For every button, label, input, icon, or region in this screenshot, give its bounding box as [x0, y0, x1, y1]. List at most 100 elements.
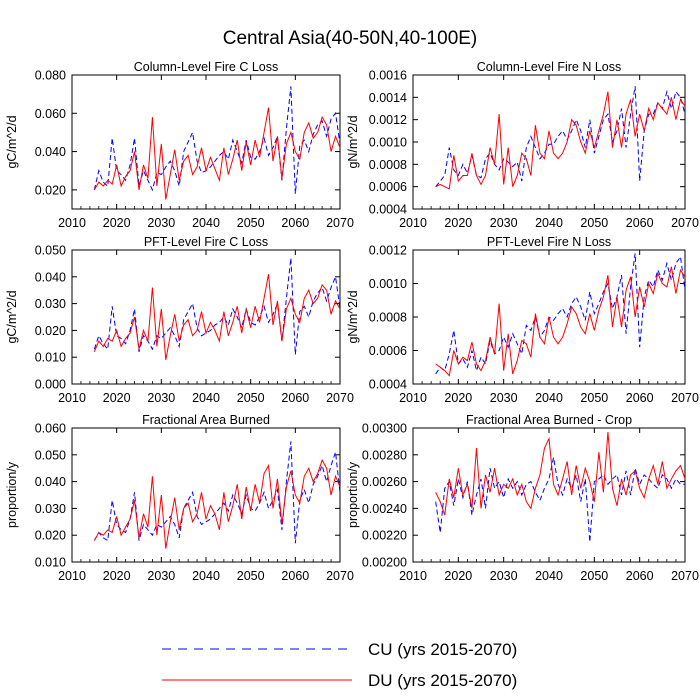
y-tick-label: 0.00240	[362, 502, 407, 516]
x-tick-label: 2040	[192, 216, 220, 230]
x-tick-label: 2040	[535, 569, 563, 583]
y-tick-label: 0.0016	[369, 69, 407, 83]
y-tick-label: 0.040	[35, 475, 66, 489]
x-tick-label: 2030	[147, 391, 175, 405]
panel-title: Fractional Area Burned - Crop	[466, 413, 632, 427]
y-axis-label: gC/m^2/d	[5, 290, 19, 343]
legend-cu-label: CU (yrs 2015-2070)	[368, 640, 517, 659]
x-tick-label: 2030	[490, 216, 518, 230]
x-tick-label: 2020	[444, 569, 472, 583]
panels-group: Column-Level Fire C Loss gC/m^2/d 2010 2020…	[5, 60, 699, 583]
x-tick-label: 2040	[192, 391, 220, 405]
x-tick-label: 2010	[399, 569, 427, 583]
x-tick-label: 2030	[147, 569, 175, 583]
y-axis-label: gC/m^2/d	[5, 115, 19, 168]
panel-title: Fractional Area Burned	[142, 413, 270, 427]
x-tick-label: 2030	[490, 391, 518, 405]
y-tick-label: 0.040	[35, 270, 66, 284]
x-tick-label: 2040	[535, 391, 563, 405]
x-tick-label: 2070	[326, 569, 354, 583]
x-tick-label: 2070	[671, 569, 699, 583]
y-tick-label: 0.020	[35, 324, 66, 338]
x-tick-label: 2060	[626, 216, 654, 230]
y-axis-label: gN/m^2/d	[346, 290, 360, 343]
y-tick-label: 0.0010	[369, 136, 407, 150]
y-tick-label: 0.080	[35, 69, 66, 83]
series-cu-line	[435, 457, 685, 542]
y-tick-label: 0.00300	[362, 422, 407, 436]
x-tick-label: 2020	[103, 216, 131, 230]
series-du-line	[435, 91, 686, 190]
y-tick-label: 0.0006	[369, 180, 407, 194]
y-tick-label: 0.0004	[369, 203, 407, 217]
y-tick-label: 0.050	[35, 244, 66, 258]
series-cu-line	[93, 257, 341, 355]
y-tick-label: 0.060	[35, 107, 66, 121]
y-tick-label: 0.0006	[369, 344, 407, 358]
y-tick-label: 0.0008	[369, 311, 407, 325]
x-tick-label: 2050	[580, 569, 608, 583]
panel-title: Column-Level Fire C Loss	[134, 60, 279, 74]
x-tick-label: 2070	[326, 216, 354, 230]
y-tick-label: 0.0004	[369, 378, 407, 392]
y-axis-label: proportion/y	[346, 461, 360, 528]
x-tick-label: 2020	[103, 569, 131, 583]
y-tick-label: 0.00200	[362, 556, 407, 570]
y-tick-label: 0.0010	[369, 277, 407, 291]
y-tick-label: 0.060	[35, 422, 66, 436]
y-tick-label: 0.020	[35, 529, 66, 543]
x-tick-label: 2010	[58, 569, 86, 583]
x-tick-label: 2010	[58, 216, 86, 230]
panel-title: Column-Level Fire N Loss	[477, 60, 622, 74]
y-tick-label: 0.0008	[369, 158, 407, 172]
x-tick-label: 2070	[326, 391, 354, 405]
x-tick-label: 2020	[444, 216, 472, 230]
plot-frame	[412, 74, 686, 210]
panel-fractional-area-burned-crop: Fractional Area Burned - Crop proportion/…	[346, 413, 699, 583]
y-tick-label: 0.030	[35, 502, 66, 516]
panel-title: PFT-Level Fire N Loss	[487, 235, 611, 249]
x-tick-label: 2050	[237, 569, 265, 583]
legend: CU (yrs 2015-2070) DU (yrs 2015-2070)	[162, 640, 517, 690]
x-tick-label: 2010	[399, 216, 427, 230]
x-tick-label: 2060	[281, 216, 309, 230]
x-tick-label: 2050	[237, 216, 265, 230]
panel-pft-level-fire-n-loss: PFT-Level Fire N Loss gN/m^2/d 2010 2020 203…	[346, 235, 699, 405]
y-axis-label: gN/m^2/d	[346, 115, 360, 168]
x-tick-label: 2050	[237, 391, 265, 405]
y-axis-label: proportion/y	[5, 461, 19, 528]
y-tick-label: 0.010	[35, 556, 66, 570]
x-tick-label: 2020	[444, 391, 472, 405]
series-du-line	[435, 431, 686, 516]
x-tick-label: 2070	[671, 391, 699, 405]
legend-du-label: DU (yrs 2015-2070)	[368, 671, 517, 690]
y-tick-label: 0.0012	[369, 113, 407, 127]
x-tick-label: 2060	[626, 569, 654, 583]
panel-column-level-fire-n-loss: Column-Level Fire N Loss gN/m^2/d 2010 2020…	[346, 60, 699, 230]
y-tick-label: 0.050	[35, 448, 66, 462]
x-tick-label: 2050	[580, 216, 608, 230]
x-tick-label: 2030	[490, 569, 518, 583]
x-tick-label: 2050	[580, 391, 608, 405]
x-tick-label: 2010	[58, 391, 86, 405]
plot-frame	[71, 249, 341, 385]
y-tick-label: 0.00260	[362, 475, 407, 489]
series-cu-line	[93, 441, 341, 544]
x-tick-label: 2060	[626, 391, 654, 405]
x-tick-label: 2040	[535, 216, 563, 230]
series-cu-line	[435, 86, 686, 187]
x-tick-label: 2040	[192, 569, 220, 583]
y-tick-label: 0.010	[35, 351, 66, 365]
y-tick-label: 0.00280	[362, 448, 407, 462]
y-tick-label: 0.0012	[369, 244, 407, 258]
x-tick-label: 2060	[281, 569, 309, 583]
series-du-line	[435, 266, 686, 377]
series-du-line	[93, 274, 341, 360]
series-du-line	[93, 458, 341, 549]
panel-column-level-fire-c-loss: Column-Level Fire C Loss gC/m^2/d 2010 2020…	[5, 60, 354, 230]
y-tick-label: 0.000	[35, 378, 66, 392]
x-tick-label: 2020	[103, 391, 131, 405]
y-tick-label: 0.040	[35, 145, 66, 159]
panel-pft-level-fire-c-loss: PFT-Level Fire C Loss gC/m^2/d 2010 2020 203…	[5, 235, 354, 405]
panel-fractional-area-burned: Fractional Area Burned proportion/y 2010 20…	[5, 413, 354, 583]
